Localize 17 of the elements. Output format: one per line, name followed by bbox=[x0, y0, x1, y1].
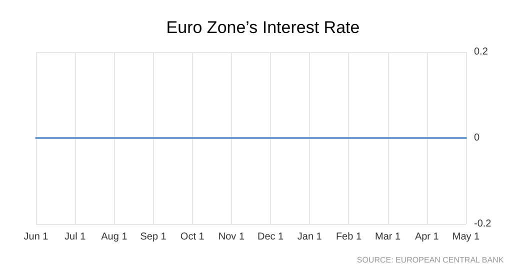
source-note: SOURCE: EUROPEAN CENTRAL BANK bbox=[356, 256, 504, 264]
x-tick-label: Apr 1 bbox=[414, 232, 440, 242]
x-tick-label: May 1 bbox=[452, 232, 480, 242]
chart-title: Euro Zone’s Interest Rate bbox=[166, 18, 360, 37]
y-tick-label: -0.2 bbox=[474, 218, 492, 230]
x-tick-label: Mar 1 bbox=[375, 232, 402, 242]
x-tick-label: Oct 1 bbox=[180, 232, 205, 242]
y-tick-label: 0 bbox=[474, 132, 480, 144]
x-tick-label: Nov 1 bbox=[218, 232, 245, 242]
x-tick-label: Jun 1 bbox=[24, 232, 49, 242]
x-tick-label: Aug 1 bbox=[101, 232, 128, 242]
x-tick-label: Jan 1 bbox=[297, 232, 322, 242]
x-tick-label: Sep 1 bbox=[140, 232, 167, 242]
x-tick-label: Feb 1 bbox=[336, 232, 362, 242]
x-tick-label: Jul 1 bbox=[64, 232, 86, 242]
y-tick-label: 0.2 bbox=[474, 46, 488, 58]
x-tick-label: Dec 1 bbox=[257, 232, 284, 242]
